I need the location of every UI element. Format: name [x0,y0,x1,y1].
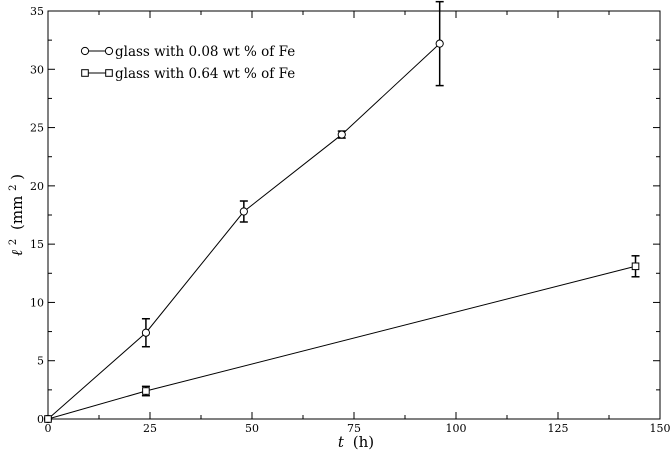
y-tick-label: 25 [30,122,44,135]
legend-marker-0-start [80,46,90,56]
data-point-square [142,387,150,395]
x-tick-label: 25 [143,422,157,435]
x-tick-label: 125 [548,422,569,435]
series-line-1 [47,265,636,420]
legend-marker-1-end [105,69,113,77]
x-tick-label: 75 [347,422,361,435]
data-point-circle [239,207,248,216]
series-layer [43,0,640,424]
x-tick-label: 100 [446,422,467,435]
y-tick-label: 5 [37,355,44,368]
x-axis-title: t (h) [338,433,374,451]
y-axis-title: ℓ 2 (mm 2 ) [2,174,26,256]
x-tick-label: 150 [650,422,671,435]
legend-marker-1-start [81,69,89,77]
data-point-square [44,415,52,423]
y-tick-label: 35 [30,5,44,18]
y-tick-label: 15 [30,238,44,251]
y-axis-unit-close: ) [8,174,26,180]
y-tick-label: 30 [30,63,44,76]
x-axis-symbol: t [338,433,345,451]
data-point-square [631,262,640,271]
data-point-circle [141,328,151,337]
y-tick-label: 20 [30,180,44,193]
y-axis-symbol-sup: 2 [8,239,19,245]
y-axis-unit-open: (mm [8,196,26,230]
legend-label-1: glass with 0.64 wt % of Fe [115,66,295,82]
y-tick-label: 0 [37,413,44,426]
x-axis-unit: (h) [353,433,374,451]
legend: glass with 0.08 wt % of Fe glass with 0.6… [80,44,295,82]
y-tick-label: 10 [30,296,44,309]
x-tick-label: 50 [245,422,259,435]
series-0 [43,0,444,424]
data-point-circle [435,39,444,48]
y-axis-symbol: ℓ [8,250,26,256]
axis-ticks: 0 25 50 75 100 125 150 0 5 10 15 20 25 30 35 [30,5,671,435]
series-1 [44,255,640,423]
x-tick-label: 0 [45,422,52,435]
y-axis-unit-sup: 2 [8,184,19,190]
series-line-0 [47,43,441,420]
legend-label-0: glass with 0.08 wt % of Fe [115,44,295,60]
legend-marker-0-end [104,46,114,56]
data-point-circle [337,130,346,139]
